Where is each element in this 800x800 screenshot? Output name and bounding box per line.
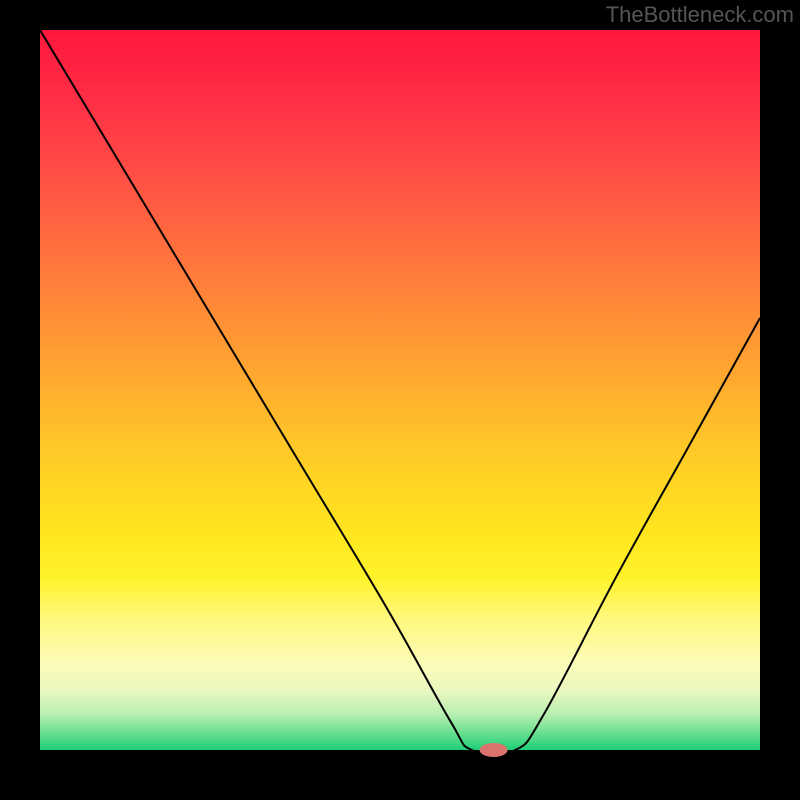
plot-area bbox=[40, 30, 760, 750]
optimal-marker bbox=[480, 743, 508, 757]
watermark-text: TheBottleneck.com bbox=[606, 2, 794, 28]
chart-container: TheBottleneck.com bbox=[0, 0, 800, 800]
bottleneck-chart bbox=[0, 0, 800, 800]
